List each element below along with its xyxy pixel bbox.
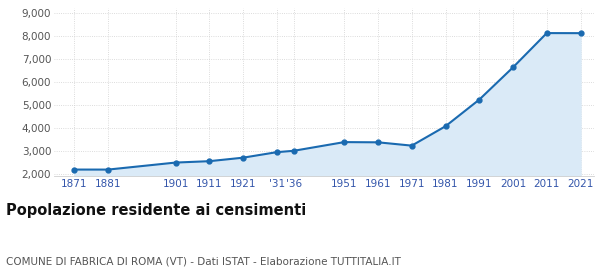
Text: Popolazione residente ai censimenti: Popolazione residente ai censimenti <box>6 203 306 218</box>
Text: COMUNE DI FABRICA DI ROMA (VT) - Dati ISTAT - Elaborazione TUTTITALIA.IT: COMUNE DI FABRICA DI ROMA (VT) - Dati IS… <box>6 256 401 266</box>
